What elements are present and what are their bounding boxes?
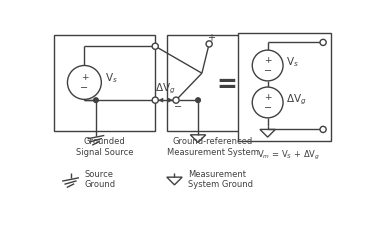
Circle shape: [252, 50, 283, 81]
Circle shape: [206, 41, 212, 47]
Circle shape: [152, 97, 158, 103]
Text: Ground-referenced
Measurement System: Ground-referenced Measurement System: [167, 137, 259, 157]
Bar: [167, 35, 259, 131]
Text: ΔV$_g$: ΔV$_g$: [155, 81, 176, 96]
Bar: [238, 33, 331, 141]
Text: +: +: [264, 93, 272, 102]
Circle shape: [196, 98, 201, 102]
Circle shape: [320, 39, 326, 45]
Text: =: =: [217, 73, 237, 97]
Text: Grounded
Signal Source: Grounded Signal Source: [76, 137, 133, 157]
Circle shape: [320, 126, 326, 133]
Text: −: −: [80, 83, 89, 93]
Circle shape: [67, 65, 101, 99]
Text: Measurement
System Ground: Measurement System Ground: [188, 170, 253, 189]
Text: −: −: [264, 66, 272, 76]
Text: −: −: [173, 102, 182, 112]
Circle shape: [252, 87, 283, 118]
Text: ΔV$_g$: ΔV$_g$: [286, 92, 307, 107]
Circle shape: [173, 97, 179, 103]
Circle shape: [152, 43, 158, 49]
Polygon shape: [168, 98, 172, 102]
Text: V$_m$ = V$_S$ + ΔV$_g$: V$_m$ = V$_S$ + ΔV$_g$: [257, 149, 320, 162]
Text: V$_s$: V$_s$: [286, 56, 299, 69]
Text: +: +: [207, 33, 215, 43]
Text: +: +: [264, 56, 272, 65]
Text: V$_s$: V$_s$: [105, 72, 118, 86]
Circle shape: [94, 98, 98, 102]
Bar: [54, 35, 155, 131]
Text: −: −: [264, 103, 272, 113]
Text: Source
Ground: Source Ground: [84, 170, 116, 189]
Polygon shape: [159, 98, 163, 102]
Text: +: +: [81, 73, 88, 82]
